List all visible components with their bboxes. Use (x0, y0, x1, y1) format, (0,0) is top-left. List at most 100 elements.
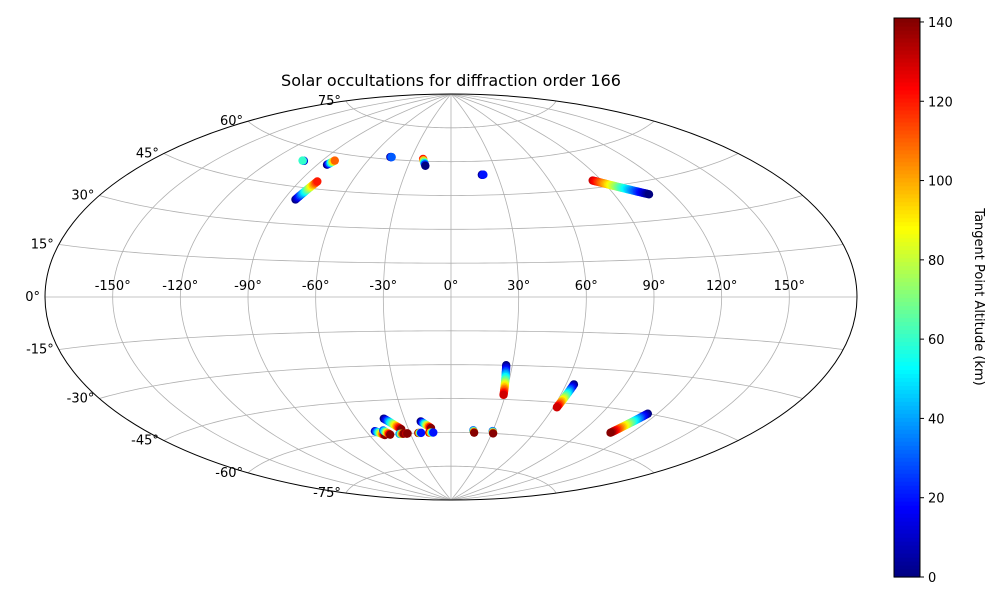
data-point (488, 429, 498, 438)
data-point (499, 390, 508, 400)
colorbar-segment (894, 345, 920, 350)
colorbar-segment (894, 253, 920, 259)
occultation-points (291, 152, 654, 440)
data-point (479, 170, 488, 179)
data-point (606, 428, 615, 437)
colorbar-segment (894, 453, 920, 458)
colorbar-segment (894, 33, 920, 39)
colorbar-segment (894, 189, 920, 195)
occultation-track (477, 170, 488, 179)
parallel-line (247, 120, 655, 163)
colorbar-segment (894, 289, 920, 295)
colorbar-segment (894, 173, 920, 179)
longitude-tick-label: -90° (234, 279, 262, 294)
colorbar-ticks: 0 20 40 60 80 100 120 140 (920, 16, 953, 586)
colorbar-segment (894, 369, 920, 374)
longitude-tick-label: 90° (642, 279, 665, 294)
colorbar: 0 20 40 60 80 100 120 140 Tangent Point Altitud… (893, 16, 986, 586)
colorbar-segment (894, 209, 920, 215)
colorbar-segment (894, 61, 920, 67)
colorbar-segment (894, 229, 920, 235)
colorbar-segment (894, 525, 920, 530)
colorbar-segment (894, 445, 920, 450)
colorbar-segment (894, 353, 920, 358)
data-point (469, 428, 479, 437)
latitude-tick-label: -75° (313, 486, 341, 501)
colorbar-segment (894, 233, 920, 239)
colorbar-segment (894, 501, 920, 506)
longitude-tick-label: 120° (706, 279, 737, 294)
colorbar-segment (894, 153, 920, 159)
latitude-tick-label: 15° (31, 238, 54, 253)
colorbar-segment (894, 165, 920, 171)
colorbar-segment (894, 557, 920, 562)
colorbar-segment (894, 521, 920, 526)
colorbar-segment (894, 429, 920, 434)
colorbar-segment (894, 301, 920, 307)
longitude-tick-label: -60° (302, 279, 330, 294)
map-outline (44, 93, 858, 501)
parallel-line (99, 195, 803, 230)
colorbar-segment (894, 385, 920, 390)
latitude-tick-label: -45° (131, 434, 159, 449)
data-point (313, 177, 322, 186)
colorbar-segment (894, 18, 920, 23)
colorbar-segment (894, 149, 920, 155)
colorbar-segment (894, 549, 920, 554)
colorbar-segment (894, 405, 920, 410)
colorbar-segment (894, 57, 920, 63)
parallel-line (247, 431, 655, 474)
colorbar-segment (894, 177, 920, 183)
colorbar-segment (894, 261, 920, 267)
colorbar-tick-label: 60 (928, 333, 945, 348)
colorbar-segment (894, 53, 920, 59)
colorbar-segment (894, 105, 920, 111)
latitude-tick-label: 30° (71, 189, 94, 204)
colorbar-segment (894, 313, 920, 319)
colorbar-segment (894, 481, 920, 486)
data-point (403, 429, 412, 438)
colorbar-segment (894, 117, 920, 123)
occultation-track (588, 176, 654, 199)
parallel-line (345, 100, 557, 129)
colorbar-segment (894, 409, 920, 414)
colorbar-segment (894, 65, 920, 71)
colorbar-segment (894, 281, 920, 287)
colorbar-segment (894, 81, 920, 87)
colorbar-segment (894, 321, 920, 327)
colorbar-segment (894, 389, 920, 394)
colorbar-segment (894, 193, 920, 199)
colorbar-segment (894, 533, 920, 538)
parallel-line (163, 398, 739, 441)
parallel-line (345, 465, 557, 494)
data-point (429, 428, 438, 437)
colorbar-segment (894, 21, 920, 27)
colorbar-segment (894, 541, 920, 546)
occultation-track (488, 426, 498, 438)
colorbar-segment (894, 425, 920, 430)
colorbar-segment (894, 181, 920, 187)
colorbar-segment (894, 205, 920, 211)
occultation-track (322, 156, 339, 169)
colorbar-segment (894, 49, 920, 55)
colorbar-segment (894, 421, 920, 426)
longitude-tick-label: -150° (95, 279, 131, 294)
colorbar-label: Tangent Point Altitude (km) (971, 207, 986, 385)
occultation-track (414, 428, 426, 438)
colorbar-segment (894, 37, 920, 43)
data-point (421, 161, 430, 171)
colorbar-segment (894, 573, 920, 578)
colorbar-segment (894, 417, 920, 422)
longitude-tick-labels: -150° -120° -90° -60° -30° 0° 30° 60° 90° 120° 150… (95, 279, 805, 294)
occultation-track (552, 380, 579, 412)
colorbar-segment (894, 553, 920, 558)
colorbar-segment (894, 113, 920, 119)
data-point (385, 430, 395, 439)
colorbar-tick-label: 0 (928, 571, 936, 586)
colorbar-segment (894, 529, 920, 534)
colorbar-segment (894, 377, 920, 382)
colorbar-frame (893, 17, 921, 578)
colorbar-segment (894, 449, 920, 454)
colorbar-segment (894, 225, 920, 231)
